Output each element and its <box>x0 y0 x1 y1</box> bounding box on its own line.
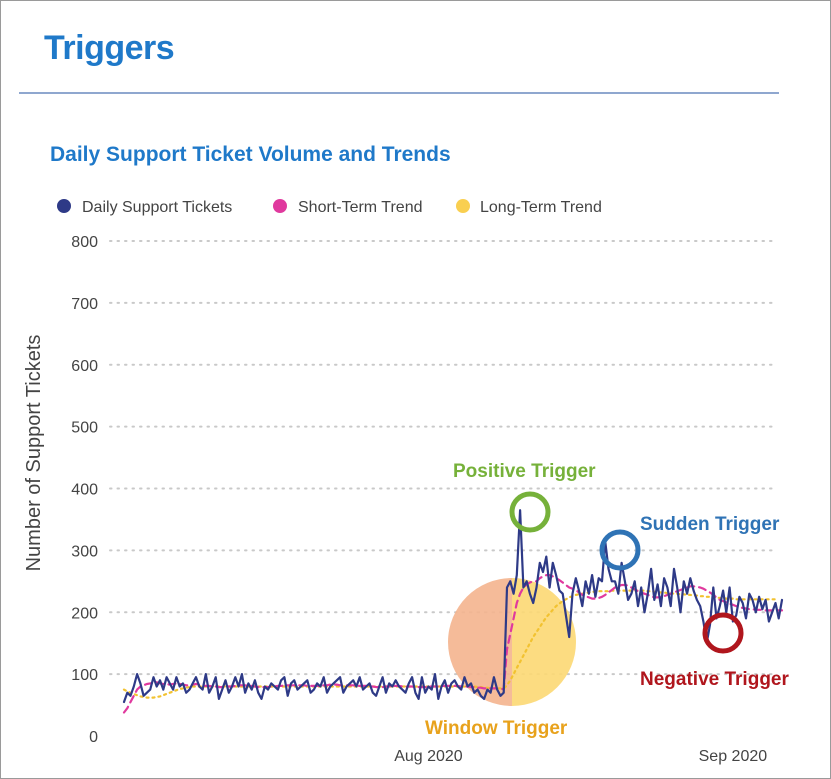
legend-label-long-term: Long-Term Trend <box>480 199 602 216</box>
legend-marker-long-term <box>456 199 470 213</box>
grid-lines <box>109 240 775 676</box>
legend-label-daily-tickets: Daily Support Tickets <box>82 199 232 216</box>
y-tick-label: 200 <box>71 605 98 622</box>
legend-label-short-term: Short-Term Trend <box>298 199 422 216</box>
sudden-trigger-marker <box>599 529 641 571</box>
y-tick-label: 300 <box>71 543 98 560</box>
y-tick-label: 0 <box>89 729 98 746</box>
legend-item-short-term: Short-Term Trend <box>273 199 422 216</box>
chart-legend: Daily Support Tickets Short-Term Trend L… <box>57 199 602 216</box>
legend-item-long-term: Long-Term Trend <box>456 199 602 216</box>
series-lines <box>122 509 784 714</box>
title-divider <box>19 92 779 94</box>
y-axis-label: Number of Support Tickets <box>23 335 45 572</box>
sudden-trigger-label: Sudden Trigger <box>640 514 780 535</box>
negative-trigger-marker <box>702 612 744 654</box>
positive-trigger-marker <box>509 491 551 533</box>
positive-trigger-label: Positive Trigger <box>453 461 596 482</box>
window-trigger-label: Window Trigger <box>425 718 568 739</box>
y-tick-label: 500 <box>71 420 98 437</box>
y-tick-label: 100 <box>71 667 98 684</box>
window-trigger-highlight <box>448 578 576 706</box>
page-title: Triggers <box>44 29 175 67</box>
legend-marker-short-term <box>273 199 287 213</box>
x-axis-ticks: Aug 2020 Sep 2020 <box>394 748 767 765</box>
series-line-daily-tickets <box>122 509 784 704</box>
y-tick-label: 800 <box>71 234 98 251</box>
y-tick-label: 700 <box>71 296 98 313</box>
x-tick-label: Sep 2020 <box>699 748 768 765</box>
trigger-annotations: Positive Trigger Sudden Trigger Negative… <box>425 461 789 739</box>
chart-title: Daily Support Ticket Volume and Trends <box>50 143 451 166</box>
y-tick-label: 600 <box>71 358 98 375</box>
window-before-half <box>448 578 512 706</box>
x-tick-label: Aug 2020 <box>394 748 463 765</box>
window-after-half <box>512 578 576 706</box>
legend-item-daily-tickets: Daily Support Tickets <box>57 199 232 216</box>
negative-trigger-label: Negative Trigger <box>640 669 789 690</box>
y-tick-label: 400 <box>71 482 98 499</box>
legend-marker-daily-tickets <box>57 199 71 213</box>
y-axis-ticks: 0 100 200 300 400 500 600 700 800 <box>71 234 98 746</box>
